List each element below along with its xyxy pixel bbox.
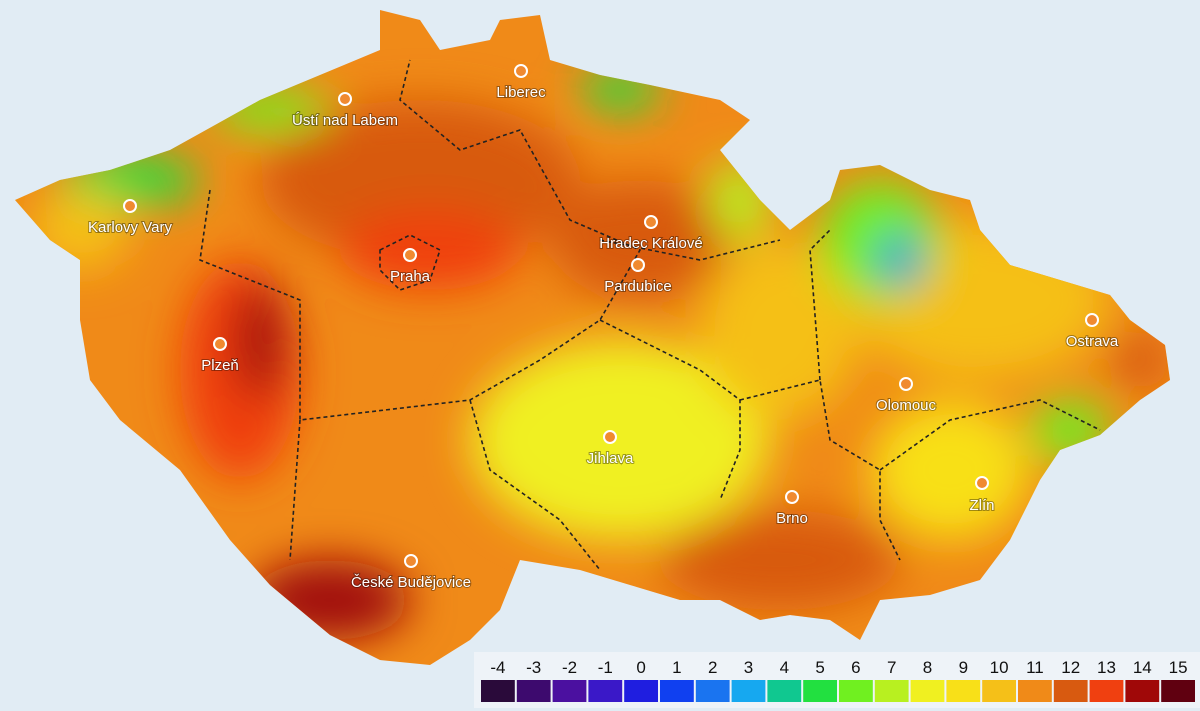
city-layer: Karlovy Vary Ústí nad Labem Liberec Hradec …	[87, 64, 1120, 592]
city-marker	[213, 337, 227, 351]
city-marker	[403, 248, 417, 262]
city-label: Brno	[776, 510, 808, 527]
legend-label: 0	[636, 658, 645, 677]
city-label: Hradec Králové	[599, 235, 702, 252]
city-label: Plzeň	[201, 357, 239, 374]
legend-swatch	[910, 680, 945, 702]
legend-swatch	[624, 680, 658, 702]
legend-label: 14	[1133, 658, 1152, 677]
city-label: Pardubice	[604, 278, 672, 295]
legend-swatch	[695, 680, 730, 702]
city-marker	[899, 377, 913, 391]
city-label: Jihlava	[587, 450, 634, 467]
legend-label: 3	[744, 658, 753, 677]
city-label: Praha	[390, 268, 431, 285]
legend-label: 8	[923, 658, 932, 677]
city-marker	[123, 199, 137, 213]
legend-label: 5	[815, 658, 824, 677]
legend-swatch	[1018, 680, 1052, 702]
legend-label: 12	[1061, 658, 1080, 677]
legend-swatch	[588, 680, 623, 702]
legend-swatch	[982, 680, 1016, 702]
legend-swatch	[481, 680, 515, 702]
city-marker	[514, 64, 528, 78]
legend-label: -4	[490, 658, 505, 677]
legend-label: 4	[780, 658, 789, 677]
legend-swatch	[874, 680, 909, 702]
city-label: Ostrava	[1066, 333, 1119, 350]
legend-swatch	[1053, 680, 1088, 702]
legend-label: -1	[598, 658, 613, 677]
city-label: Ústí nad Labem	[292, 112, 398, 129]
legend-label: 10	[990, 658, 1009, 677]
legend-label: 15	[1169, 658, 1188, 677]
city-marker	[975, 476, 989, 490]
legend-swatch	[1161, 680, 1195, 702]
legend-swatch	[731, 680, 766, 702]
legend-swatch	[803, 680, 837, 702]
legend-swatch	[1125, 680, 1160, 702]
legend-swatch	[660, 680, 694, 702]
city-label: České Budějovice	[351, 574, 471, 591]
legend-label: 6	[851, 658, 860, 677]
legend-label: -3	[526, 658, 541, 677]
legend-label: 11	[1026, 658, 1044, 677]
city-marker	[338, 92, 352, 106]
legend-swatch	[1089, 680, 1124, 702]
city-marker	[603, 430, 617, 444]
legend-swatch	[516, 680, 551, 702]
region-borders	[199, 59, 1101, 571]
legend-label: 1	[672, 658, 681, 677]
city-marker	[631, 258, 645, 272]
legend-label: 7	[887, 658, 896, 677]
city-marker	[644, 215, 658, 229]
legend-swatch	[552, 680, 587, 702]
city-marker	[1085, 313, 1099, 327]
legend-label: 9	[959, 658, 968, 677]
legend-swatch	[946, 680, 981, 702]
city-marker	[404, 554, 418, 568]
legend-label: -2	[562, 658, 577, 677]
legend-label: 13	[1097, 658, 1116, 677]
city-marker	[785, 490, 799, 504]
legend-swatch	[767, 680, 802, 702]
city-label: Liberec	[496, 84, 546, 101]
city-label: Zlín	[969, 497, 994, 514]
legend-swatch	[839, 680, 873, 702]
legend-label: 2	[708, 658, 717, 677]
legend: -4 -3 -2 -1 0 1 2 3 4 5 6 7 8 9 10 11 12 13 14 15	[474, 652, 1200, 708]
city-label: Karlovy Vary	[88, 219, 172, 236]
city-label: Olomouc	[876, 397, 937, 414]
